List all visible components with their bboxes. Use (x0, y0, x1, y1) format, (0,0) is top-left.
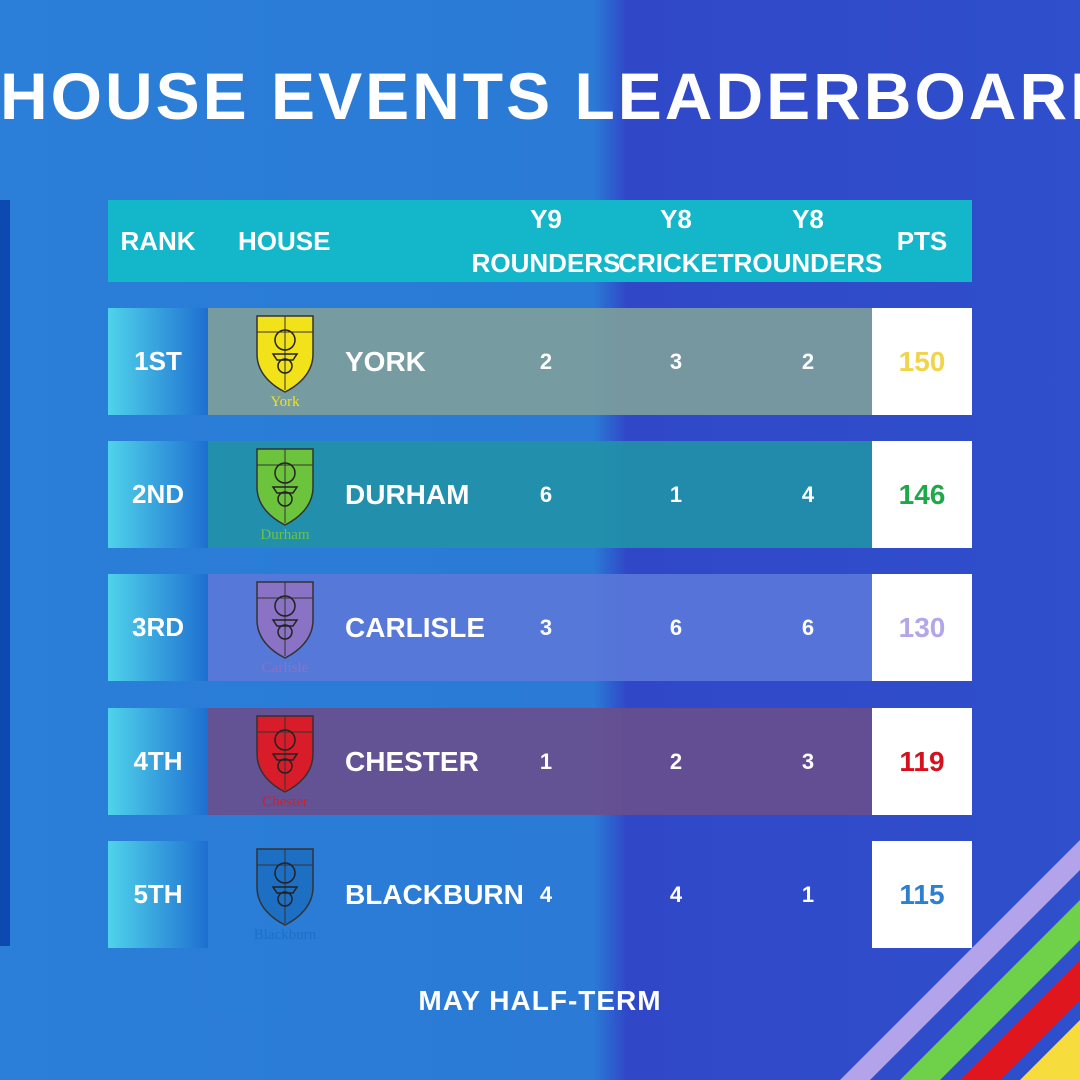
stripe (960, 960, 1080, 1080)
row-band (208, 441, 872, 548)
title: HOUSE EVENTS LEADERBOARD (0, 59, 1080, 133)
row-band (208, 708, 872, 815)
score: 6 (669, 614, 683, 640)
rank-cell: 3RD (108, 574, 208, 681)
row-band (208, 574, 872, 681)
column-header: Y8 ROUNDERS (733, 204, 883, 278)
column-header: RANK (120, 226, 196, 256)
score: 4 (801, 481, 815, 507)
house-crest (256, 581, 314, 659)
house-crest (256, 448, 314, 526)
score: 6 (539, 481, 553, 507)
rank-cell: 4TH (108, 708, 208, 815)
column-header: Y8 CRICKET (618, 204, 734, 278)
score: 1 (801, 881, 815, 907)
points: 115 (872, 841, 972, 948)
house-crest (256, 848, 314, 926)
score: 3 (669, 348, 683, 374)
points: 130 (872, 574, 972, 681)
table-row: 2ND Durham DURHAM 6 1 4 146 (108, 441, 972, 548)
house-crest (256, 715, 314, 793)
table-row: 1ST York YORK 2 3 2 150 (108, 308, 972, 415)
stripe (1020, 1020, 1080, 1080)
footer: MAY HALF-TERM (418, 985, 662, 1016)
crest-label: Durham (260, 527, 310, 543)
stripe (840, 840, 1080, 1080)
column-header: HOUSE (238, 226, 331, 256)
house-name: BLACKBURN (345, 878, 524, 910)
table-row: 4TH Chester CHESTER 1 2 3 119 (108, 708, 972, 815)
crest-label: Carlisle (261, 660, 309, 676)
score: 4 (539, 881, 553, 907)
side-bar (0, 200, 10, 946)
points: 119 (872, 708, 972, 815)
column-header: PTS (896, 226, 948, 256)
score: 3 (539, 614, 553, 640)
score: 1 (669, 481, 683, 507)
rank-cell: 5TH (108, 841, 208, 948)
house-name: YORK (345, 345, 426, 377)
score: 2 (669, 748, 683, 774)
score: 4 (669, 881, 683, 907)
stripe (900, 900, 1080, 1080)
crest-label: Blackburn (253, 927, 317, 943)
crest-label: York (270, 394, 300, 410)
score: 3 (801, 748, 815, 774)
score: 1 (539, 748, 553, 774)
points: 150 (872, 308, 972, 415)
house-name: CHESTER (345, 745, 479, 777)
house-name: DURHAM (345, 478, 470, 510)
table-header: RANK HOUSE Y9 ROUNDERS Y8 CRICKET Y8 ROUNDER… (108, 200, 972, 282)
score: 2 (539, 348, 553, 374)
points: 146 (872, 441, 972, 548)
house-name: CARLISLE (345, 611, 485, 643)
score: 2 (801, 348, 815, 374)
crest-label: Chester (262, 794, 308, 810)
column-header: Y9 ROUNDERS (471, 204, 621, 278)
house-crest (256, 315, 314, 393)
score: 6 (801, 614, 815, 640)
table-row: 5TH Blackburn BLACKBURN 4 4 1 115 (108, 841, 972, 948)
row-band (208, 308, 872, 415)
rank-cell: 2ND (108, 441, 208, 548)
table-row: 3RD Carlisle CARLISLE 3 6 6 130 (108, 574, 972, 681)
rank-cell: 1ST (108, 308, 208, 415)
